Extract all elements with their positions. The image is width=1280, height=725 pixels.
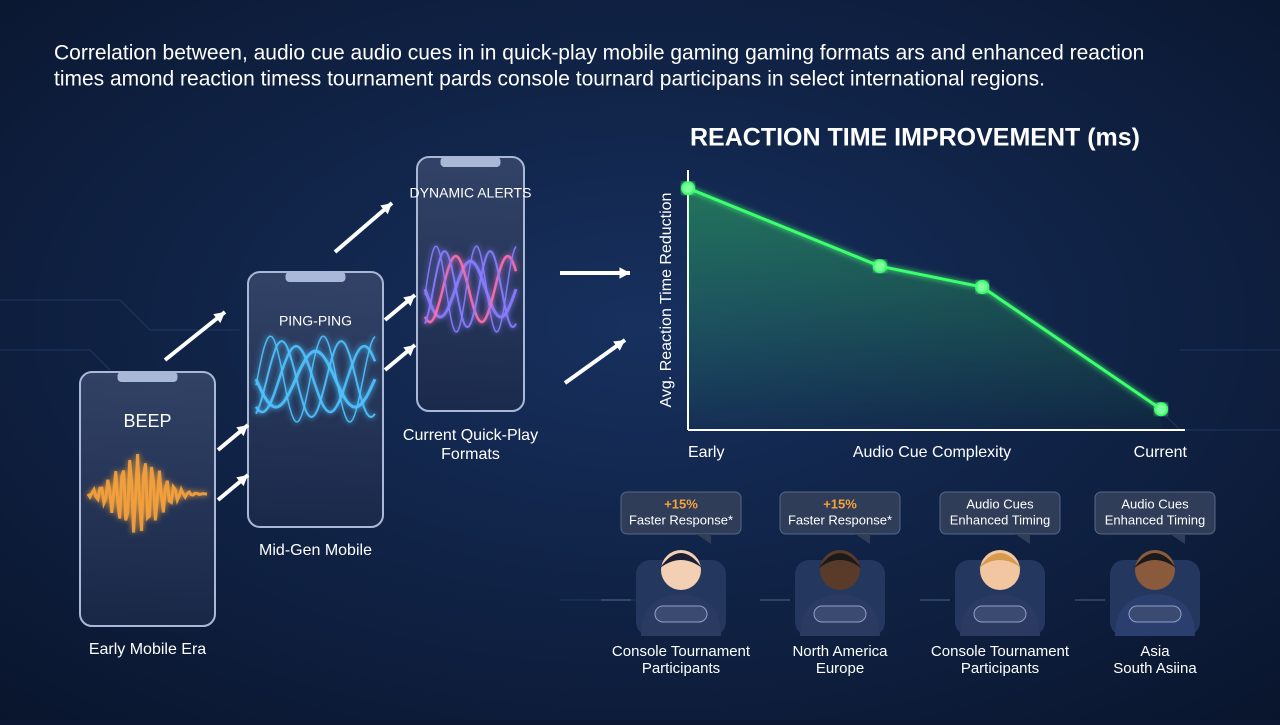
sound-wave — [423, 254, 518, 324]
controller — [654, 605, 708, 623]
persona-caption: Asia — [1140, 643, 1170, 660]
arrow-head — [236, 475, 248, 487]
phone-caption: Current Quick-Play — [403, 427, 538, 444]
bubble-line: Enhanced Timing — [950, 512, 1050, 527]
phone-label: DYNAMIC ALERTS — [410, 185, 532, 201]
bubble-line: Audio Cues — [966, 496, 1034, 511]
phone-notch — [440, 157, 501, 167]
arrow-head — [619, 267, 630, 279]
phone-caption: Early Mobile Era — [89, 641, 206, 658]
speech-bubble — [1094, 491, 1216, 535]
persona-caption: North America — [792, 643, 888, 660]
bubble-tail — [1170, 534, 1185, 544]
hair — [660, 553, 702, 568]
arrow-head — [403, 295, 415, 307]
data-point — [1154, 402, 1169, 417]
hair — [979, 553, 1021, 568]
persona-caption: South Asiina — [1113, 660, 1197, 677]
arrow-head — [403, 345, 415, 357]
bubble-line: Enhanced Timing — [1105, 512, 1205, 527]
sound-wave — [255, 335, 376, 423]
y-axis-label: Avg. Reaction Time Reduction — [658, 193, 675, 408]
bubble-line: Faster Response* — [788, 512, 892, 527]
arrow-head — [380, 203, 392, 215]
persona-caption: Console Tournament — [931, 643, 1070, 660]
arrow-line — [163, 310, 227, 362]
sound-wave — [254, 344, 377, 414]
sound-wave — [255, 340, 376, 419]
phone-caption: Mid-Gen Mobile — [259, 542, 372, 559]
line-area — [688, 188, 1162, 430]
bubble-line: +15% — [664, 496, 698, 511]
hair — [1134, 553, 1176, 568]
speech-bubble — [779, 491, 901, 535]
bubble-tail — [855, 534, 870, 544]
bubble-line: Faster Response* — [629, 512, 733, 527]
phone-caption: Formats — [441, 446, 500, 463]
persona-caption: Console Tournament — [612, 643, 751, 660]
speech-bubble — [939, 491, 1061, 535]
speech-bubble — [620, 491, 742, 535]
hair — [819, 553, 861, 568]
bubble-tail — [696, 534, 711, 544]
persona-caption: Participants — [961, 660, 1039, 677]
controller — [813, 605, 867, 623]
chart-title: REACTION TIME IMPROVEMENT (ms) — [690, 124, 1140, 152]
bubble-line: Audio Cues — [1121, 496, 1189, 511]
data-point — [872, 259, 887, 274]
x-start-label: Early — [688, 444, 724, 461]
data-line — [687, 186, 1162, 411]
title-line: times amond reaction timess tournament p… — [54, 68, 1045, 91]
phone-label: PING-PING — [279, 313, 352, 329]
phone-label: BEEP — [123, 411, 171, 431]
data-point — [975, 280, 990, 294]
arrow-line — [333, 201, 394, 254]
title-line: Correlation between, audio cue audio cue… — [54, 42, 1144, 65]
phone — [247, 271, 384, 528]
arrow-head — [613, 340, 625, 351]
arrow-line — [563, 338, 627, 385]
persona-caption: Europe — [816, 660, 864, 677]
controller — [1128, 605, 1182, 623]
data-point — [681, 181, 695, 196]
x-axis-label: Audio Cue Complexity — [853, 444, 1011, 461]
persona-caption: Participants — [642, 660, 720, 677]
phone-notch — [285, 272, 346, 282]
bubble-tail — [1015, 534, 1030, 544]
sound-wave — [424, 245, 517, 333]
bubble-line: +15% — [823, 496, 857, 511]
x-end-label: Current — [1134, 444, 1188, 461]
sound-wave — [86, 454, 208, 533]
arrow-head — [236, 425, 248, 437]
controller — [973, 605, 1027, 623]
phone-notch — [117, 372, 178, 382]
arrow-head — [213, 312, 225, 324]
